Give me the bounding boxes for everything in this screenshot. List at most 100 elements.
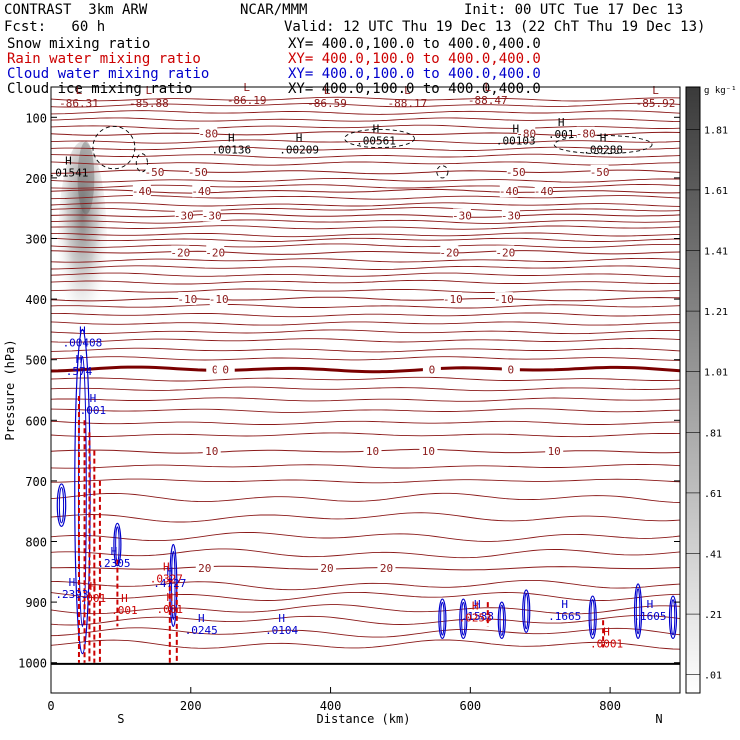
cloud-ice-max-h-marker: H bbox=[296, 132, 303, 145]
cloud-ice-max-h-marker: H bbox=[512, 123, 519, 136]
isotherm-label: -20 bbox=[495, 246, 515, 259]
cloud-ice-max-value: .00103 bbox=[496, 135, 536, 148]
cloud-ice-max-value: .00209 bbox=[279, 144, 319, 157]
temperature-contour bbox=[51, 408, 680, 413]
field-xy-snow: XY= 400.0,100.0 to 400.0,400.0 bbox=[288, 36, 541, 52]
cloud-water-contour-inner bbox=[590, 599, 595, 636]
temperature-contour bbox=[51, 478, 680, 484]
isotherm-label: 0 bbox=[508, 363, 515, 376]
y-tick-label: 600 bbox=[25, 414, 47, 428]
colorbar-label: 1.41 bbox=[704, 247, 728, 258]
isotherm-label-bg bbox=[534, 184, 553, 198]
isotherm-label-bg bbox=[206, 245, 225, 259]
isotherm-label: -30 bbox=[452, 209, 472, 222]
cloud-water-max-value: .1605 bbox=[633, 610, 666, 623]
cloud-ice-max-value: .00288 bbox=[583, 144, 623, 157]
center-title: NCAR/MMM bbox=[240, 2, 308, 18]
temperature-contour bbox=[51, 207, 680, 212]
y-tick-label: 200 bbox=[25, 172, 47, 186]
x-tick-label: 400 bbox=[320, 699, 342, 713]
temperature-contour bbox=[51, 202, 680, 207]
isotherm-label-bg bbox=[377, 561, 396, 575]
isotherm-label: 20 bbox=[320, 562, 333, 575]
cloud-ice-max-h-marker: H bbox=[228, 132, 235, 145]
isotherm-label-bg bbox=[199, 126, 218, 140]
isotherm-label: -40 bbox=[132, 185, 152, 198]
isotherm--30 bbox=[51, 213, 680, 218]
cloud-water-max-value: .2305 bbox=[97, 557, 130, 570]
cloud-ice-max-h-marker: H bbox=[600, 132, 607, 145]
temperature-contour bbox=[51, 232, 680, 238]
cloud-water-contour bbox=[633, 583, 643, 640]
field-label-rain: Rain water mixing ratio bbox=[7, 51, 201, 67]
cloud-ice-max-value: .001 bbox=[548, 128, 575, 141]
isotherm-label: -20 bbox=[170, 246, 190, 259]
x-tick-label: 200 bbox=[180, 699, 202, 713]
temperature-contour bbox=[51, 531, 680, 542]
isotherm-label: 0 bbox=[212, 363, 219, 376]
isotherm-label: -10 bbox=[494, 293, 514, 306]
isotherm-label-bg bbox=[202, 444, 221, 458]
cloud-water-contour-inner bbox=[635, 587, 641, 635]
temperature-contour bbox=[51, 124, 680, 130]
cloud-ice-max-h-marker: H bbox=[558, 116, 565, 129]
isotherm-label-bg bbox=[545, 444, 564, 458]
colorbar-unit: g kg⁻¹ bbox=[704, 86, 737, 96]
cloud-water-max-h-marker: H bbox=[647, 598, 654, 611]
isotherm--10 bbox=[51, 296, 680, 302]
isotherm-label-bg bbox=[209, 292, 228, 306]
isotherm-label-bg bbox=[188, 164, 207, 178]
cloud-water-contour-inner bbox=[58, 486, 65, 524]
isotherm-label: -50 bbox=[144, 166, 164, 179]
isotherm-label-bg bbox=[576, 126, 595, 140]
rain-max-value: .001 bbox=[111, 604, 138, 617]
low-marker: L bbox=[324, 84, 331, 97]
isotherm-label: -50 bbox=[506, 166, 526, 179]
isotherm-label-bg bbox=[496, 245, 515, 259]
field-label-snow: Snow mixing ratio bbox=[7, 36, 151, 52]
low-marker: L bbox=[484, 81, 491, 94]
forecast-hour: Fcst: 60 h bbox=[4, 19, 106, 35]
temperature-contour bbox=[51, 347, 680, 353]
isotherm-label: -50 bbox=[188, 166, 208, 179]
y-axis-label: Pressure (hPa) bbox=[3, 339, 17, 440]
temperature-contour bbox=[51, 272, 680, 278]
isotherm-label: -30 bbox=[202, 209, 222, 222]
rain-max-h-marker: H bbox=[121, 592, 128, 605]
cloud-water-contour bbox=[497, 601, 506, 640]
low-value: -86.59 bbox=[307, 97, 347, 110]
cloud-water-max-value: .0104 bbox=[265, 624, 298, 637]
cloud-water-max-h-marker: H bbox=[76, 353, 83, 366]
isotherm-label: 10 bbox=[366, 445, 379, 458]
colorbar bbox=[685, 86, 701, 694]
y-tick-label: 800 bbox=[25, 536, 47, 550]
isotherm-label: 10 bbox=[422, 445, 435, 458]
temperature-contour bbox=[51, 117, 680, 123]
temperature-contour bbox=[51, 312, 680, 318]
rain-max-value: .001 bbox=[80, 592, 107, 605]
isotherm-label-bg bbox=[419, 444, 438, 458]
isotherm-label-bg bbox=[590, 164, 609, 178]
isotherm-label-bg bbox=[452, 208, 471, 222]
cloud-water-max-h-marker: H bbox=[278, 612, 285, 625]
cloud-water-max-value: .2393 bbox=[55, 588, 88, 601]
y-tick-label: 300 bbox=[25, 233, 47, 247]
x-end-south: S bbox=[117, 712, 124, 726]
y-tick-label: 100 bbox=[25, 111, 47, 125]
isotherm-label-bg bbox=[494, 292, 513, 306]
valid-time: Valid: 12 UTC Thu 19 Dec 13 (22 ChT Thu … bbox=[284, 19, 706, 35]
field-label-cloud-water: Cloud water mixing ratio bbox=[7, 66, 210, 82]
isotherm-label-bg bbox=[145, 164, 164, 178]
temperature-contour bbox=[51, 329, 680, 335]
rain-max-h-marker: H bbox=[603, 625, 610, 638]
colorbar-label: .41 bbox=[704, 550, 722, 561]
temperature-contour bbox=[51, 615, 680, 626]
cloud-water-contour bbox=[438, 598, 447, 640]
temperature-contour bbox=[51, 397, 680, 402]
low-marker: L bbox=[404, 84, 411, 97]
cloud-ice-contour bbox=[344, 128, 415, 149]
isotherm-label-bg bbox=[517, 126, 536, 140]
rain-max-h-marker: H bbox=[166, 591, 173, 604]
colorbar-label: 1.01 bbox=[704, 368, 728, 379]
temperature-contour bbox=[51, 153, 680, 159]
